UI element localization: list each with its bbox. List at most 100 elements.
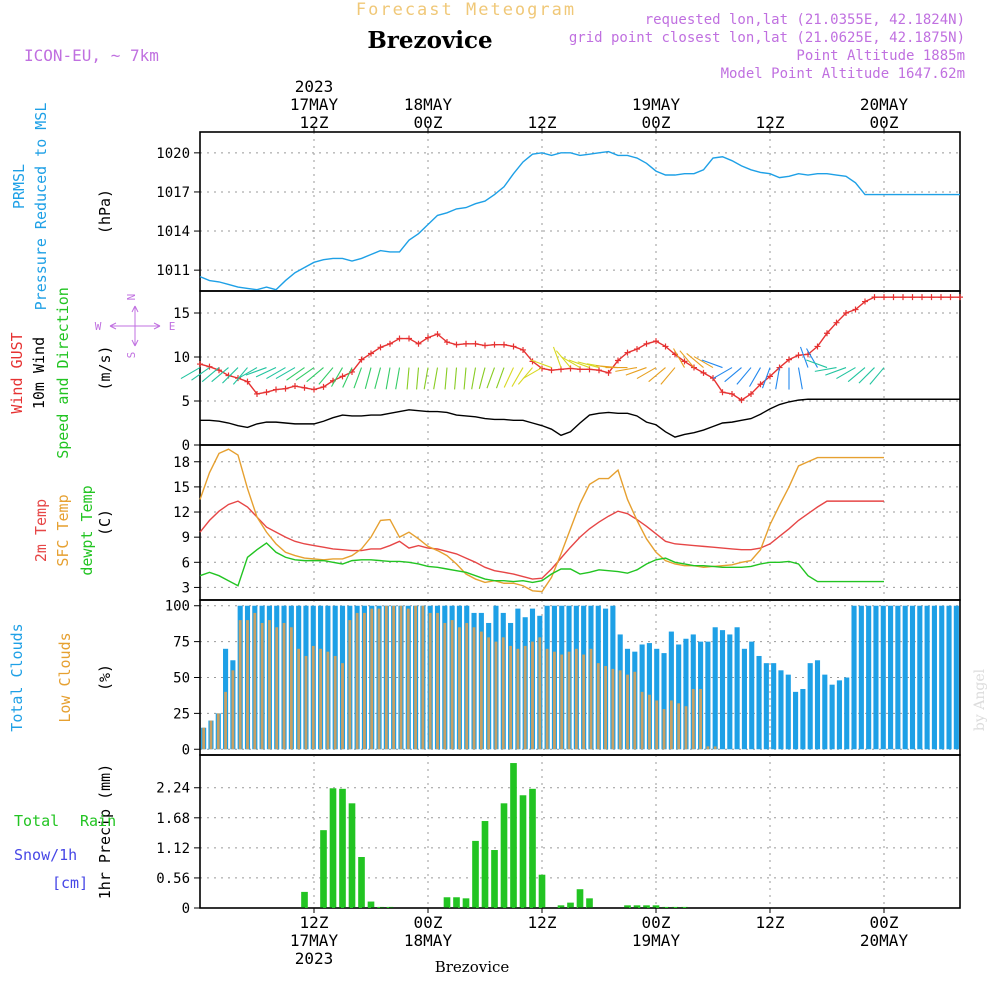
rain-bar bbox=[586, 898, 593, 908]
ytick-label: 1014 bbox=[156, 224, 190, 240]
gust-marker bbox=[871, 294, 878, 301]
top-time-label: 12Z bbox=[756, 113, 785, 132]
bottom-time-label: 20MAY bbox=[860, 931, 909, 950]
gust-marker bbox=[472, 340, 479, 347]
gust-marker bbox=[786, 356, 792, 363]
gust-marker bbox=[928, 294, 935, 301]
wind-arrow bbox=[416, 367, 420, 390]
wind-arrow bbox=[625, 367, 647, 376]
ytick-label: 1017 bbox=[156, 185, 190, 201]
ylabel: (hPa) bbox=[96, 189, 114, 234]
cloud-bar-1 bbox=[626, 674, 629, 750]
cloud-bar-1 bbox=[268, 620, 271, 750]
wind-arrow bbox=[797, 367, 803, 390]
cloud-bar-1 bbox=[289, 627, 293, 750]
wind-arrow bbox=[478, 367, 486, 389]
ylabel: 1hr Precip (mm) bbox=[96, 764, 114, 899]
wind-arrow bbox=[495, 367, 505, 389]
compass-e: E bbox=[169, 320, 176, 333]
cloud-bar-1 bbox=[355, 612, 359, 750]
ytick-label: 100 bbox=[165, 599, 190, 615]
rain-bar bbox=[500, 803, 508, 908]
gust-marker bbox=[615, 357, 621, 364]
rain-bar bbox=[557, 905, 565, 908]
series-label: SFC Temp bbox=[54, 494, 72, 566]
gust-marker bbox=[282, 385, 289, 392]
series-label: Total Clouds bbox=[8, 623, 26, 731]
cloud-bar-0 bbox=[727, 634, 733, 750]
cloud-bar-1 bbox=[209, 720, 213, 750]
compass-icon bbox=[109, 305, 161, 347]
rain-bar bbox=[633, 905, 641, 908]
cloud-bar-1 bbox=[662, 709, 666, 750]
cloud-bar-1 bbox=[567, 651, 571, 750]
wind-arrow bbox=[232, 367, 248, 385]
ytick-label: 5 bbox=[182, 394, 190, 410]
gust-marker bbox=[824, 330, 830, 337]
cloud-bar-1 bbox=[509, 645, 512, 750]
rain-bar bbox=[348, 803, 356, 908]
top-time-label: 18MAY bbox=[404, 95, 453, 114]
rain-bar bbox=[529, 788, 536, 908]
cloud-bar-1 bbox=[253, 612, 257, 750]
gust-marker bbox=[244, 378, 251, 385]
rain-bar bbox=[481, 821, 489, 908]
wind-arrow bbox=[318, 367, 334, 385]
wind-arrow bbox=[385, 367, 391, 390]
series-label: dewpt Temp bbox=[78, 485, 96, 575]
cloud-bar-1 bbox=[640, 691, 644, 750]
wind-arrow bbox=[364, 367, 372, 389]
top-time-label: 12Z bbox=[300, 113, 329, 132]
wind-arrow bbox=[211, 367, 229, 383]
ytick-label: 6 bbox=[182, 555, 190, 571]
cloud-bar-0 bbox=[771, 663, 777, 750]
wind-arrow bbox=[486, 367, 496, 389]
cloud-bar-0 bbox=[719, 630, 726, 750]
wind-arrow bbox=[517, 367, 533, 385]
cloud-bar-1 bbox=[384, 605, 388, 750]
bottom-time-label: 12Z bbox=[528, 913, 557, 932]
ytick-label: 2.24 bbox=[156, 781, 190, 797]
series-label: Speed and Direction bbox=[54, 287, 72, 459]
gust-marker bbox=[520, 346, 526, 353]
series-label: PRMSL bbox=[10, 164, 28, 209]
cloud-bar-0 bbox=[712, 627, 718, 750]
cloud-bar-0 bbox=[866, 605, 872, 750]
gust-marker bbox=[833, 319, 840, 326]
wind-arrow bbox=[799, 346, 809, 368]
gust-marker bbox=[814, 343, 821, 350]
compass-s: S bbox=[125, 352, 138, 359]
rain-bar bbox=[576, 889, 584, 908]
wind-arrow bbox=[555, 350, 571, 368]
rain-bar bbox=[462, 898, 470, 908]
gust-marker bbox=[301, 384, 308, 391]
series-label: 10m Wind bbox=[30, 337, 48, 409]
cloud-bar-0 bbox=[917, 605, 923, 750]
cloud-bar-1 bbox=[443, 622, 447, 750]
cloud-bar-1 bbox=[319, 648, 322, 750]
cloud-bar-0 bbox=[676, 644, 682, 750]
ytick-label: 3 bbox=[182, 580, 190, 596]
cloud-bar-0 bbox=[851, 605, 857, 750]
wind-arrow bbox=[761, 367, 771, 389]
rain-bar bbox=[643, 905, 650, 908]
cloud-bar-1 bbox=[713, 746, 717, 750]
gust-marker bbox=[425, 334, 431, 341]
ytick-label: 75 bbox=[173, 635, 190, 651]
wind-arrow bbox=[245, 367, 267, 376]
gust-marker bbox=[700, 369, 707, 376]
wind-arrow bbox=[295, 367, 315, 381]
cloud-bar-1 bbox=[216, 713, 220, 750]
panel-1: 1011 1014 1017 1020 (hPa) PRMSL Pressure Reduc… bbox=[10, 103, 961, 310]
gust-marker bbox=[482, 342, 488, 349]
series-label: [cm] bbox=[52, 874, 88, 892]
cloud-bar-1 bbox=[553, 651, 556, 750]
cloud-bar-1 bbox=[611, 668, 615, 750]
gust-marker bbox=[624, 349, 631, 356]
cloud-bar-1 bbox=[202, 727, 206, 750]
compass-w: W bbox=[95, 320, 102, 333]
rain-bar bbox=[491, 850, 498, 908]
gust-marker bbox=[900, 294, 906, 301]
cloud-bar-0 bbox=[807, 663, 813, 750]
